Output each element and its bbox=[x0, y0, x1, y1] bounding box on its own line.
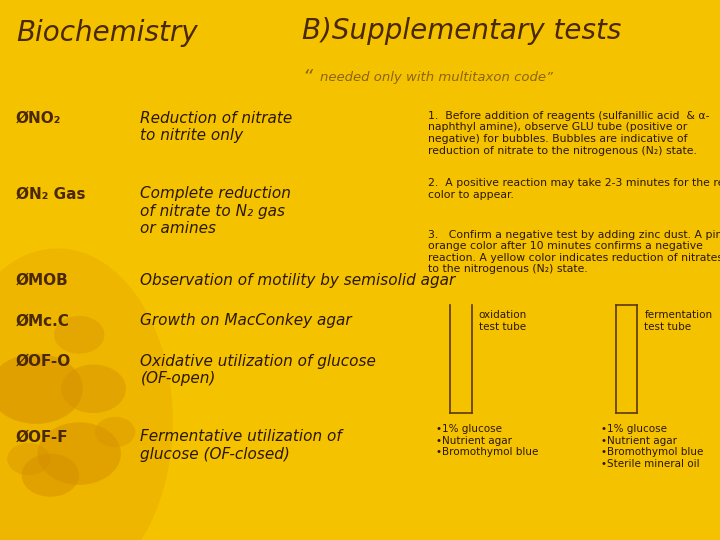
Circle shape bbox=[22, 454, 79, 497]
Text: Observation of motility by semisolid agar: Observation of motility by semisolid aga… bbox=[140, 273, 456, 288]
Circle shape bbox=[95, 417, 135, 447]
Text: •1% glucose
•Nutrient agar
•Bromothymol blue: •1% glucose •Nutrient agar •Bromothymol … bbox=[436, 424, 538, 457]
Text: ØMOB: ØMOB bbox=[16, 273, 68, 288]
Text: fermentation
test tube: fermentation test tube bbox=[644, 310, 713, 332]
Text: Fermentative utilization of
glucose (OF-closed): Fermentative utilization of glucose (OF-… bbox=[140, 429, 342, 462]
Text: 2.  A positive reaction may take 2-3 minutes for the red
color to appear.: 2. A positive reaction may take 2-3 minu… bbox=[428, 178, 720, 200]
Text: ØN₂ Gas: ØN₂ Gas bbox=[16, 186, 86, 201]
Text: ØOF-O: ØOF-O bbox=[16, 354, 71, 369]
Text: ØNO₂: ØNO₂ bbox=[16, 111, 61, 126]
Circle shape bbox=[37, 422, 121, 485]
Text: ØMc.C: ØMc.C bbox=[16, 313, 70, 328]
Text: oxidation
test tube: oxidation test tube bbox=[479, 310, 527, 332]
Circle shape bbox=[7, 443, 50, 475]
Text: Growth on MacConkey agar: Growth on MacConkey agar bbox=[140, 313, 352, 328]
Ellipse shape bbox=[0, 248, 173, 540]
Text: “: “ bbox=[302, 68, 312, 86]
Text: Biochemistry: Biochemistry bbox=[16, 19, 197, 47]
Circle shape bbox=[54, 316, 104, 354]
Text: Reduction of nitrate
to nitrite only: Reduction of nitrate to nitrite only bbox=[140, 111, 292, 143]
Circle shape bbox=[0, 354, 83, 424]
Text: 1.  Before addition of reagents (sulfanillic acid  & α-
naphthyl amine), observe: 1. Before addition of reagents (sulfanil… bbox=[428, 111, 710, 156]
Circle shape bbox=[61, 364, 126, 413]
Text: Complete reduction
of nitrate to N₂ gas
or amines: Complete reduction of nitrate to N₂ gas … bbox=[140, 186, 292, 236]
Text: B)Supplementary tests: B)Supplementary tests bbox=[302, 17, 622, 45]
Text: needed only with multitaxon code”: needed only with multitaxon code” bbox=[320, 71, 553, 84]
Text: •1% glucose
•Nutrient agar
•Bromothymol blue
•Sterile mineral oil: •1% glucose •Nutrient agar •Bromothymol … bbox=[601, 424, 703, 469]
Text: Oxidative utilization of glucose
(OF-open): Oxidative utilization of glucose (OF-ope… bbox=[140, 354, 377, 386]
Text: ØOF-F: ØOF-F bbox=[16, 429, 68, 444]
Text: 3.   Confirm a negative test by adding zinc dust. A pink-
orange color after 10 : 3. Confirm a negative test by adding zin… bbox=[428, 230, 720, 274]
